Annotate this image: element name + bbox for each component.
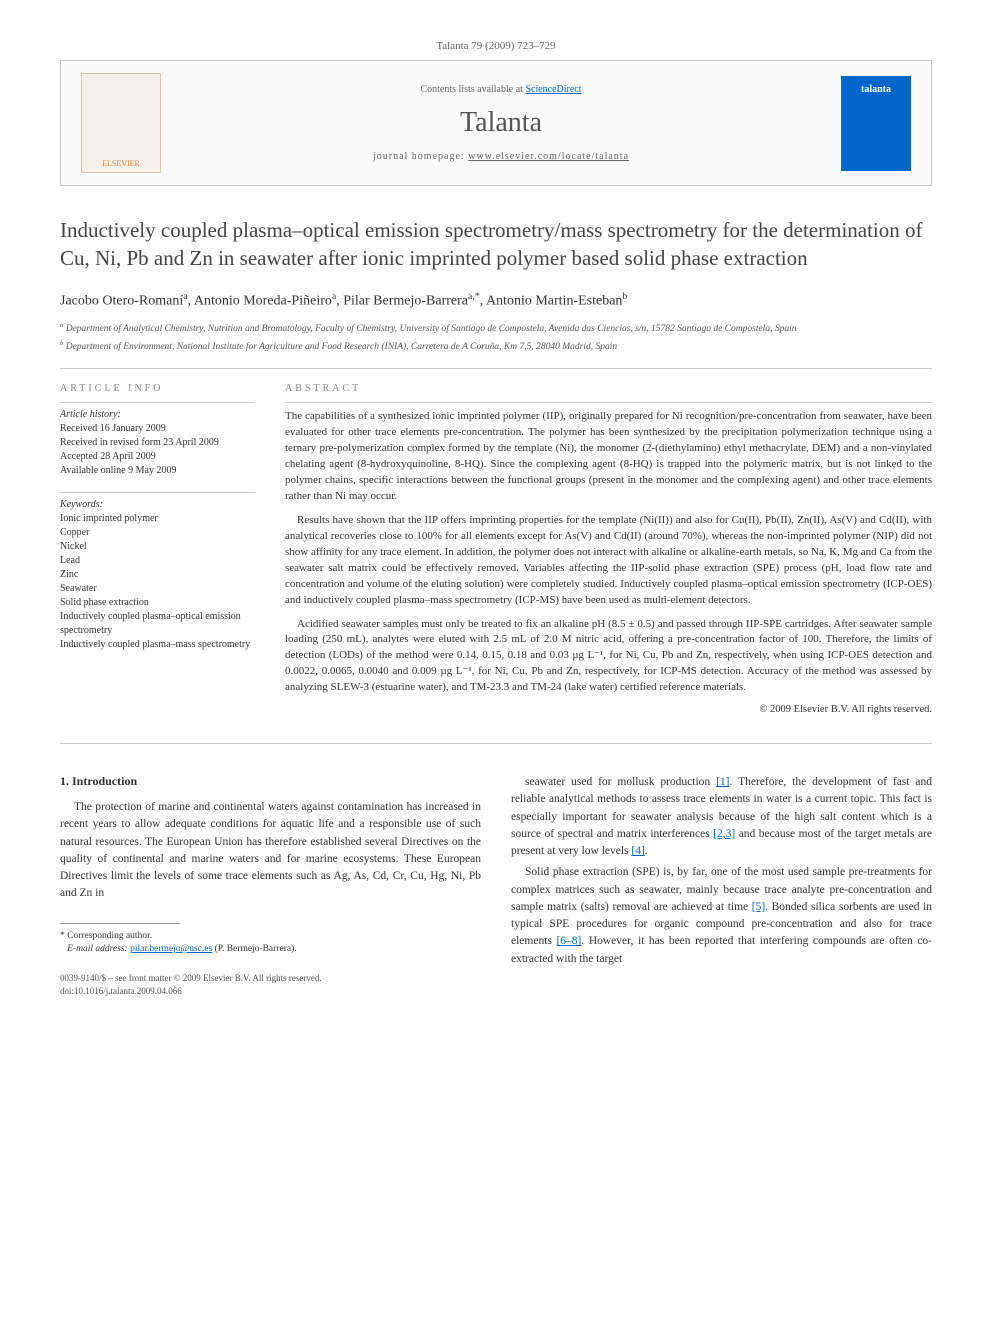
history-line: Received in revised form 23 April 2009: [60, 436, 255, 450]
footnote-divider: [60, 923, 180, 924]
author-list: Jacobo Otero-Romanía, Antonio Moreda-Piñ…: [60, 291, 932, 310]
body-text-right: seawater used for mollusk production [1]…: [511, 774, 932, 968]
publisher-logo: ELSEVIER: [81, 73, 161, 173]
article-history: Article history: Received 16 January 200…: [60, 402, 255, 478]
abstract-label: ABSTRACT: [285, 383, 932, 394]
homepage-link[interactable]: www.elsevier.com/locate/talanta: [468, 151, 629, 162]
history-line: Received 16 January 2009: [60, 422, 255, 436]
body-text-left: The protection of marine and continental…: [60, 799, 481, 903]
divider: [60, 743, 932, 744]
ref-link[interactable]: [5]: [752, 901, 765, 913]
history-line: Accepted 28 April 2009: [60, 450, 255, 464]
divider: [60, 368, 932, 369]
journal-homepage: journal homepage: www.elsevier.com/locat…: [161, 151, 841, 162]
ref-link[interactable]: [2,3]: [713, 828, 735, 840]
history-line: Available online 9 May 2009: [60, 464, 255, 478]
article-info-label: ARTICLE INFO: [60, 383, 255, 394]
keyword: Inductively coupled plasma–optical emiss…: [60, 610, 255, 638]
email-link[interactable]: pilar.bermejo@usc.es: [130, 944, 212, 954]
running-header: Talanta 79 (2009) 723–729: [60, 40, 932, 52]
keyword: Nickel: [60, 540, 255, 554]
affiliation-b: b Department of Environment, National In…: [60, 339, 932, 354]
journal-title: Talanta: [161, 107, 841, 139]
keyword: Ionic imprinted polymer: [60, 512, 255, 526]
section-heading: 1. Introduction: [60, 774, 481, 789]
keyword: Zinc: [60, 568, 255, 582]
sciencedirect-link[interactable]: ScienceDirect: [525, 84, 581, 95]
keyword: Lead: [60, 554, 255, 568]
keyword: Inductively coupled plasma–mass spectrom…: [60, 638, 255, 652]
corresponding-author: * Corresponding author. E-mail address: …: [60, 930, 481, 957]
abstract-text: The capabilities of a synthesized ionic …: [285, 409, 932, 696]
ref-link[interactable]: [1]: [716, 776, 729, 788]
keyword: Seawater: [60, 582, 255, 596]
article-title: Inductively coupled plasma–optical emiss…: [60, 216, 932, 273]
journal-header-box: ELSEVIER Contents lists available at Sci…: [60, 60, 932, 186]
keyword: Solid phase extraction: [60, 596, 255, 610]
contents-available: Contents lists available at ScienceDirec…: [161, 84, 841, 95]
ref-link[interactable]: [4]: [631, 845, 644, 857]
journal-cover: talanta: [841, 76, 911, 171]
keyword: Copper: [60, 526, 255, 540]
footer-issn: 0039-9140/$ – see front matter © 2009 El…: [60, 972, 481, 997]
ref-link[interactable]: [6–8]: [556, 935, 581, 947]
copyright-line: © 2009 Elsevier B.V. All rights reserved…: [285, 704, 932, 715]
keywords-block: Keywords: Ionic imprinted polymerCopperN…: [60, 492, 255, 652]
affiliation-a: a Department of Analytical Chemistry, Nu…: [60, 321, 932, 336]
